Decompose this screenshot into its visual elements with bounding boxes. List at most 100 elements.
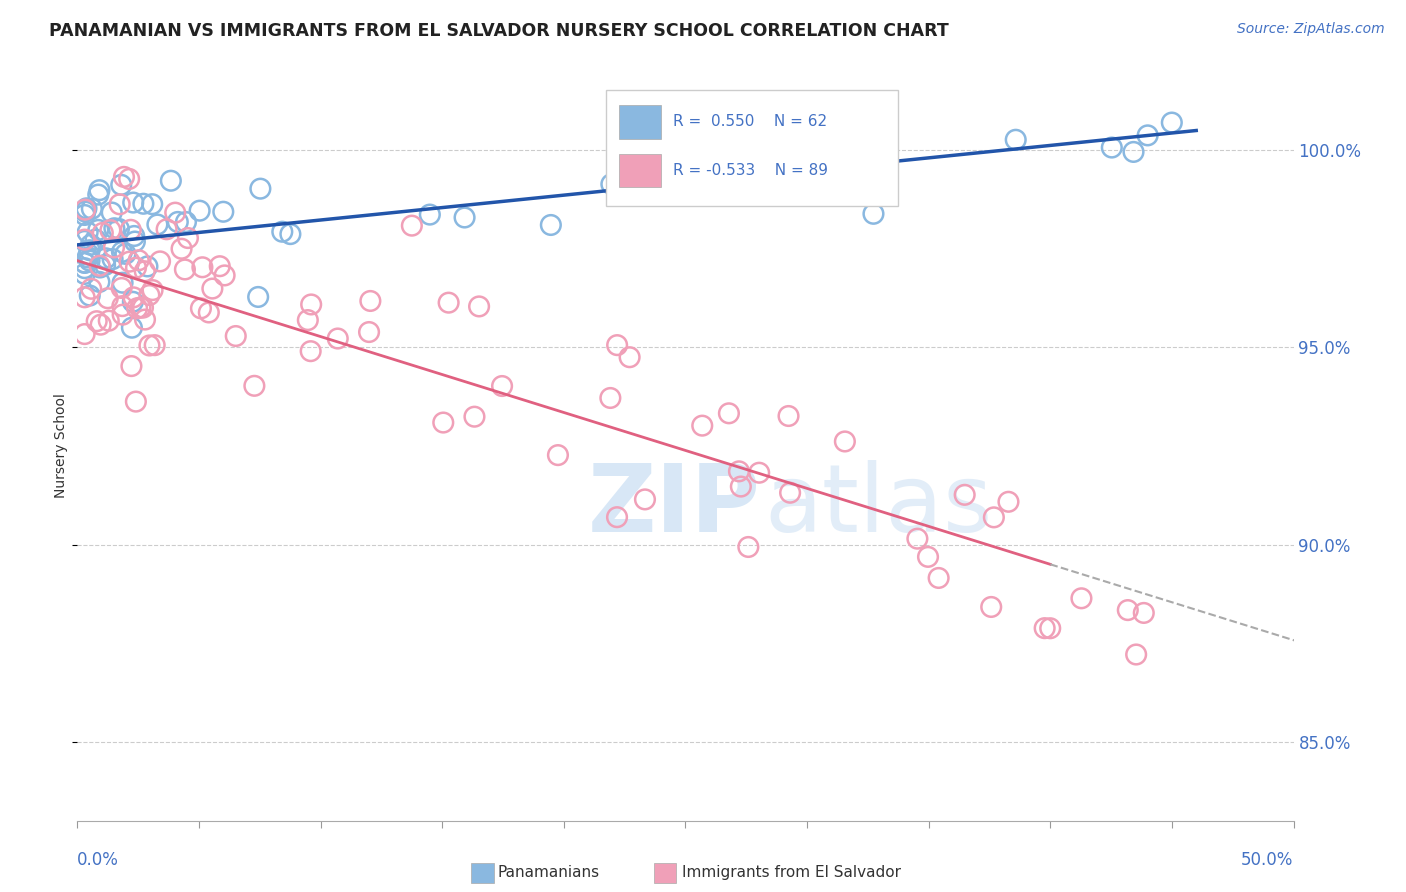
Point bbox=[1136, 128, 1159, 143]
Point bbox=[644, 164, 666, 178]
Point bbox=[114, 247, 136, 261]
Point bbox=[112, 169, 135, 184]
Point bbox=[73, 267, 96, 281]
Point bbox=[75, 202, 97, 216]
Point bbox=[111, 276, 134, 290]
Point bbox=[125, 260, 148, 275]
Point bbox=[79, 253, 101, 268]
Point bbox=[89, 275, 111, 289]
Point bbox=[198, 305, 221, 319]
Text: Immigrants from El Salvador: Immigrants from El Salvador bbox=[682, 865, 901, 880]
Point bbox=[280, 227, 302, 241]
Point bbox=[165, 205, 187, 219]
Point bbox=[91, 226, 114, 240]
Point bbox=[463, 409, 485, 424]
Text: R =  0.550    N = 62: R = 0.550 N = 62 bbox=[673, 114, 827, 129]
Point bbox=[980, 599, 1002, 614]
Point bbox=[79, 288, 101, 302]
Point bbox=[468, 300, 491, 314]
Point bbox=[108, 197, 131, 211]
Point bbox=[299, 297, 322, 311]
Point bbox=[73, 202, 96, 217]
Point bbox=[128, 253, 150, 268]
Point bbox=[432, 416, 454, 430]
Point bbox=[141, 197, 163, 211]
Point bbox=[111, 244, 134, 259]
Point bbox=[76, 225, 98, 239]
Point bbox=[136, 260, 159, 274]
Bar bbox=[606, 90, 898, 206]
Point bbox=[437, 295, 460, 310]
Bar bbox=[619, 105, 661, 139]
Point bbox=[134, 312, 156, 326]
Point bbox=[599, 391, 621, 405]
Point bbox=[138, 338, 160, 352]
Point bbox=[619, 350, 641, 364]
Point bbox=[75, 204, 97, 219]
Text: 0.0%: 0.0% bbox=[77, 851, 120, 869]
Point bbox=[600, 177, 623, 191]
Point bbox=[1160, 115, 1182, 129]
Point bbox=[80, 202, 103, 216]
Point bbox=[100, 223, 122, 237]
Point bbox=[84, 233, 107, 247]
Point bbox=[97, 291, 120, 305]
Point bbox=[122, 229, 145, 244]
Text: atlas: atlas bbox=[765, 460, 993, 552]
Point bbox=[124, 235, 146, 249]
Point bbox=[89, 183, 111, 197]
Point bbox=[188, 203, 211, 218]
Point bbox=[401, 219, 423, 233]
Point bbox=[143, 338, 166, 352]
Point bbox=[212, 204, 235, 219]
Point bbox=[728, 464, 751, 478]
Point bbox=[80, 282, 103, 296]
Point bbox=[134, 264, 156, 278]
Point bbox=[606, 510, 628, 524]
Point bbox=[359, 293, 381, 308]
Point bbox=[110, 178, 132, 192]
Point bbox=[73, 255, 96, 269]
Point bbox=[243, 379, 266, 393]
Point bbox=[1039, 621, 1062, 635]
Point bbox=[1122, 145, 1144, 159]
Point bbox=[122, 290, 145, 304]
Point bbox=[249, 182, 271, 196]
Point bbox=[737, 540, 759, 554]
Point bbox=[862, 207, 884, 221]
Point bbox=[190, 301, 212, 316]
Point bbox=[983, 510, 1005, 524]
Point bbox=[695, 107, 717, 121]
Point bbox=[917, 549, 939, 564]
Point bbox=[111, 299, 134, 313]
Point bbox=[214, 268, 236, 283]
Point bbox=[191, 260, 214, 275]
Point bbox=[89, 260, 111, 275]
Point bbox=[73, 208, 96, 222]
Point bbox=[170, 242, 193, 256]
Point bbox=[87, 187, 110, 202]
Point bbox=[1070, 591, 1092, 606]
Point bbox=[138, 288, 160, 302]
Point bbox=[271, 225, 294, 239]
Point bbox=[142, 283, 165, 297]
Text: Panamanians: Panamanians bbox=[498, 865, 600, 880]
Point bbox=[540, 218, 562, 232]
Point bbox=[326, 332, 349, 346]
Point bbox=[80, 237, 103, 252]
Point bbox=[149, 254, 172, 268]
Point bbox=[101, 252, 124, 266]
Point bbox=[1116, 603, 1139, 617]
Point bbox=[90, 318, 112, 332]
Point bbox=[121, 320, 143, 334]
Point bbox=[778, 409, 800, 423]
Point bbox=[73, 233, 96, 247]
Point bbox=[174, 215, 197, 229]
Point bbox=[1101, 140, 1123, 154]
Text: R = -0.533    N = 89: R = -0.533 N = 89 bbox=[673, 162, 828, 178]
Point bbox=[146, 218, 169, 232]
Point bbox=[125, 394, 148, 409]
Point bbox=[225, 329, 247, 343]
Point bbox=[357, 325, 380, 339]
Point bbox=[103, 240, 125, 254]
